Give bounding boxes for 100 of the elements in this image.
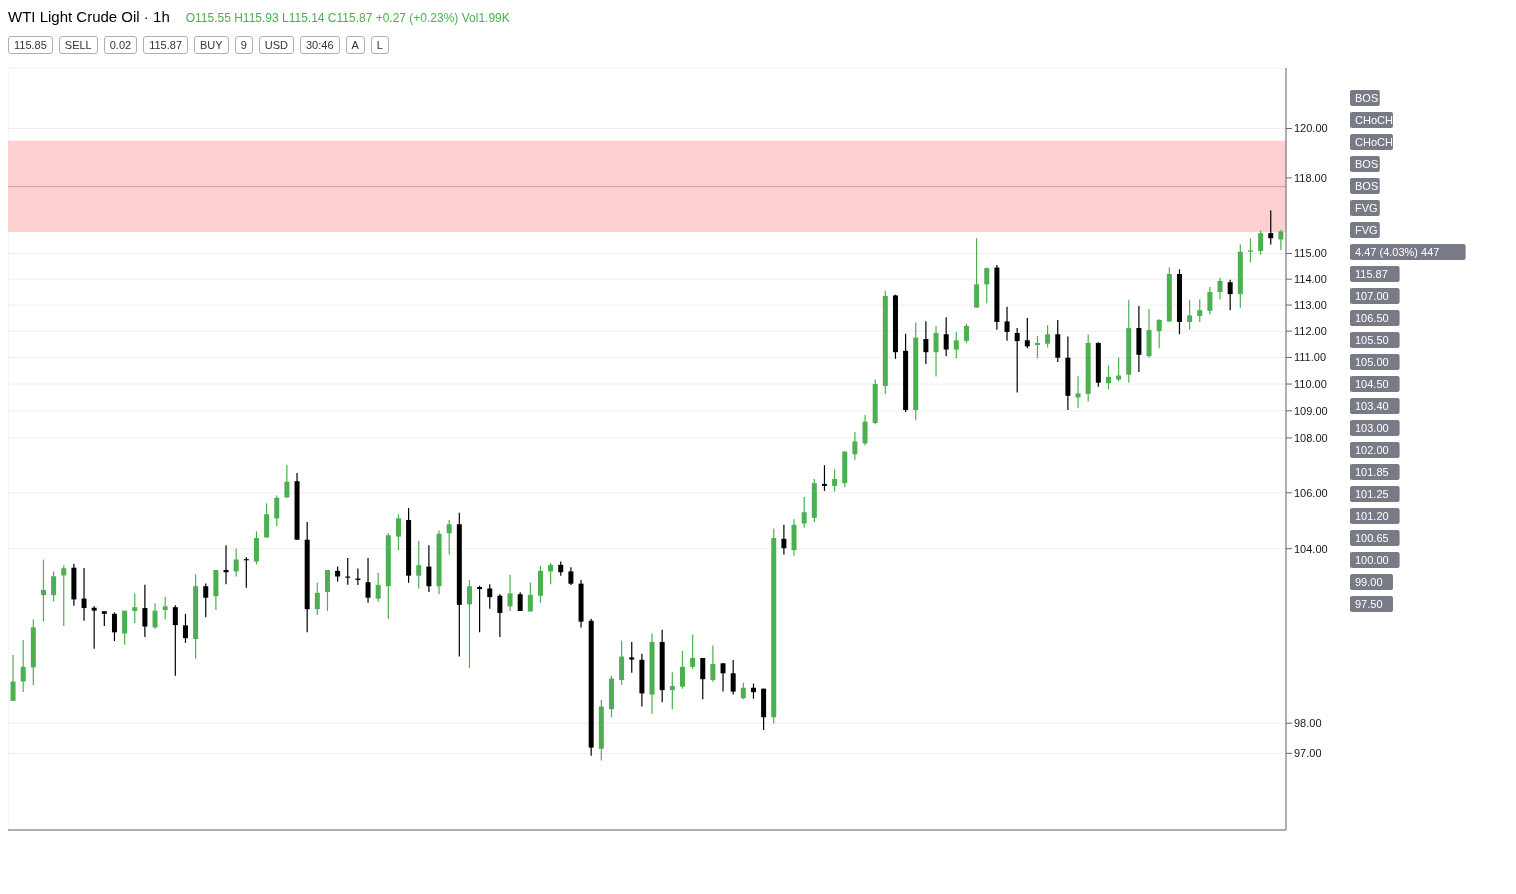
- candlestick: [619, 639, 625, 686]
- candlestick: [324, 569, 330, 612]
- candlestick: [61, 564, 67, 627]
- text: 103.00: [1355, 422, 1389, 434]
- y-tick-label: 120.00: [1294, 122, 1328, 135]
- candlestick: [629, 641, 635, 674]
- candlestick: [517, 591, 523, 612]
- candlestick: [162, 596, 168, 621]
- text: BUY: [194, 36, 229, 54]
- y-tick-label: 114.00: [1294, 273, 1327, 286]
- text: 105.00: [1355, 356, 1389, 368]
- text: SELL: [58, 36, 98, 54]
- text: 101.20: [1355, 510, 1389, 522]
- text: 115.85: [8, 36, 53, 54]
- candlestick: [365, 557, 371, 604]
- candlestick: [122, 610, 128, 646]
- candlestick: [821, 464, 827, 492]
- candlestick: [1055, 319, 1061, 363]
- candlestick: [923, 320, 929, 365]
- candlestick: [395, 513, 401, 551]
- candlestick: [81, 567, 87, 622]
- candlestick: [1217, 277, 1223, 300]
- text: 115.87: [143, 36, 188, 54]
- text: 9: [234, 36, 253, 54]
- candlestick: [943, 316, 949, 357]
- chart-subtitle: O115.55 H115.93 L115.14 C115.87 +0.27 (+0.23%) Vol1.99K: [185, 11, 510, 25]
- candlestick: [1187, 299, 1193, 331]
- candlestick: [933, 325, 939, 378]
- candlestick: [1105, 364, 1111, 390]
- text: 99.00: [1355, 576, 1383, 588]
- candlestick: [426, 544, 432, 593]
- text: FVG: [1355, 224, 1378, 236]
- candlestick: [963, 323, 969, 344]
- text: 104.50: [1355, 378, 1389, 390]
- text: 101.85: [1355, 466, 1389, 478]
- candlestick: [720, 662, 726, 693]
- candlestick: [1156, 318, 1162, 349]
- candlestick: [1247, 237, 1253, 264]
- candlestick: [1004, 306, 1010, 342]
- text: BOS: [1355, 92, 1379, 104]
- y-tick-label: 115.00: [1294, 247, 1327, 260]
- candlestick: [40, 558, 46, 623]
- candlestick: [974, 237, 980, 309]
- text: FVG: [1355, 202, 1378, 214]
- candlestick: [781, 524, 787, 555]
- text: 100.00: [1355, 554, 1389, 566]
- y-tick-label: 97.00: [1294, 747, 1322, 760]
- candlestick: [1268, 209, 1274, 246]
- candlestick: [852, 431, 858, 461]
- candlestick: [690, 634, 696, 670]
- candlestick: [862, 414, 868, 447]
- y-tick-label: 104.00: [1294, 542, 1328, 555]
- text: BOS: [1355, 158, 1379, 170]
- text: 97.50: [1355, 598, 1383, 610]
- candlestick: [142, 584, 148, 638]
- y-tick-label: 106.00: [1294, 486, 1328, 499]
- candlestick: [91, 605, 97, 650]
- candlestick: [274, 494, 280, 527]
- candlestick: [700, 657, 706, 700]
- candlestick: [1045, 324, 1051, 349]
- candlestick: [1034, 335, 1040, 359]
- candlestick: [710, 644, 716, 683]
- candlestick: [669, 671, 675, 710]
- candlestick: [730, 659, 736, 696]
- candlestick: [182, 613, 188, 644]
- text: 100.65: [1355, 532, 1389, 544]
- candlestick: [507, 574, 513, 612]
- text: CHoCH: [1355, 136, 1393, 148]
- candlestick: [1075, 375, 1081, 409]
- text: 102.00: [1355, 444, 1389, 456]
- text: A: [345, 36, 365, 54]
- candlestick: [984, 266, 990, 304]
- text: BOS: [1355, 180, 1379, 192]
- candlestick: [1278, 229, 1284, 251]
- text: L: [370, 36, 389, 54]
- candlestick: [375, 572, 381, 603]
- candlestick: [1227, 279, 1233, 311]
- candlestick: [284, 464, 290, 499]
- candlestick: [497, 593, 503, 638]
- candlestick: [253, 530, 259, 565]
- candlestick: [314, 582, 320, 616]
- text: 4.47 (4.03%) 447: [1355, 246, 1440, 258]
- candlestick: [1014, 327, 1020, 394]
- candlestick: [1258, 230, 1264, 256]
- text: 0.02: [103, 36, 138, 54]
- y-tick-label: 118.00: [1294, 171, 1327, 184]
- candlestick: [51, 570, 57, 603]
- y-tick-label: 98.00: [1294, 717, 1322, 730]
- y-tick-label: 108.00: [1294, 431, 1328, 444]
- candlestick: [832, 468, 838, 493]
- chart-title: WTI Light Crude Oil · 1h: [8, 8, 170, 25]
- y-tick-label: 110.00: [1294, 377, 1327, 390]
- text: 103.40: [1355, 400, 1389, 412]
- text: 107.00: [1355, 290, 1389, 302]
- y-tick-label: 111.00: [1294, 351, 1327, 364]
- candlestick: [953, 331, 959, 359]
- candlestick: [264, 502, 270, 539]
- text: 106.50: [1355, 312, 1389, 324]
- candlestick: [223, 544, 229, 585]
- candlestick: [416, 540, 422, 590]
